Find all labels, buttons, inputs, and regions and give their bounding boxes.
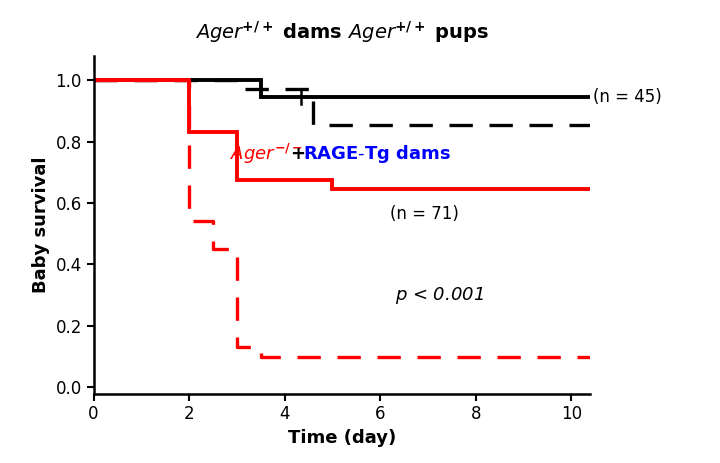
X-axis label: Time (day): Time (day) — [288, 429, 396, 447]
Text: (n = 45): (n = 45) — [593, 88, 662, 106]
Text: $\bf{\mathit{Ager}^{-/-}}$: $\bf{\mathit{Ager}^{-/-}}$ — [230, 142, 302, 166]
Text: $\bf{\mathit{Ager}}^{+/+}$ $\bf{dams}$ $\bf{\mathit{Ager}}^{+/+}$ $\bf{pups}$: $\bf{\mathit{Ager}}^{+/+}$ $\bf{dams}$ $… — [195, 19, 489, 45]
Text: (n = 71): (n = 71) — [390, 205, 459, 223]
Y-axis label: Baby survival: Baby survival — [32, 156, 50, 293]
Text: $\bf{+}$: $\bf{+}$ — [290, 145, 305, 163]
Text: $\bf{RAGE\text{-}Tg\ dams}$: $\bf{RAGE\text{-}Tg\ dams}$ — [303, 143, 451, 165]
Text: $\mathit{p}$ < 0.001: $\mathit{p}$ < 0.001 — [395, 285, 483, 306]
